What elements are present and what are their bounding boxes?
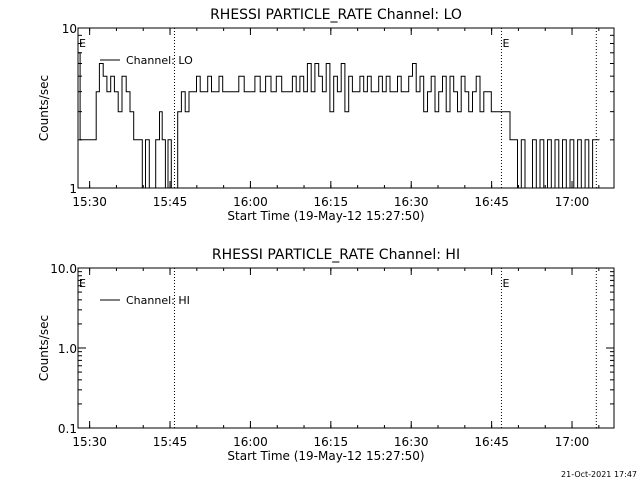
x-tick-label: 17:00 [555, 435, 590, 449]
chart-title-lo: RHESSI PARTICLE_RATE Channel: LO [210, 7, 462, 23]
event-marker-label: E [502, 37, 509, 50]
x-tick-label: 16:30 [394, 435, 429, 449]
x-axis-label-lo: Start Time (19-May-12 15:27:50) [227, 209, 424, 223]
x-tick-label: 16:30 [394, 195, 429, 209]
event-marker-label: E [79, 37, 86, 50]
y-tick-label: 1 [69, 182, 77, 196]
x-tick-label: 17:00 [555, 195, 590, 209]
y-axis-label-lo: Counts/sec [37, 75, 51, 141]
x-tick-label: 15:45 [153, 435, 188, 449]
date-stamp: 21-Oct-2021 17:47 [561, 470, 637, 479]
x-tick-label: 16:00 [233, 435, 268, 449]
x-tick-label: 16:15 [314, 435, 349, 449]
y-tick-label: 10 [62, 22, 77, 36]
y-tick-label: 1.0 [58, 342, 77, 356]
x-tick-label: 15:45 [153, 195, 188, 209]
x-tick-label: 16:45 [474, 195, 509, 209]
chart-title-hi: RHESSI PARTICLE_RATE Channel: HI [212, 247, 460, 263]
plot-frame-hi [77, 267, 615, 429]
x-axis-label-hi: Start Time (19-May-12 15:27:50) [227, 449, 424, 463]
event-marker-label: E [79, 277, 86, 290]
x-tick-label: 16:00 [233, 195, 268, 209]
y-axis-label-hi: Counts/sec [37, 315, 51, 381]
series-line-lo [78, 52, 600, 189]
y-tick-label: 10.0 [50, 262, 77, 276]
legend-label-hi: Channel: HI [126, 294, 190, 307]
x-tick-label: 15:30 [72, 195, 107, 209]
plot-frame-lo [77, 27, 615, 189]
x-tick-label: 16:45 [474, 435, 509, 449]
legend-label-lo: Channel: LO [126, 54, 193, 67]
event-marker-label: E [502, 277, 509, 290]
x-tick-label: 16:15 [314, 195, 349, 209]
x-tick-label: 15:30 [72, 435, 107, 449]
y-tick-label: 0.1 [58, 422, 77, 436]
